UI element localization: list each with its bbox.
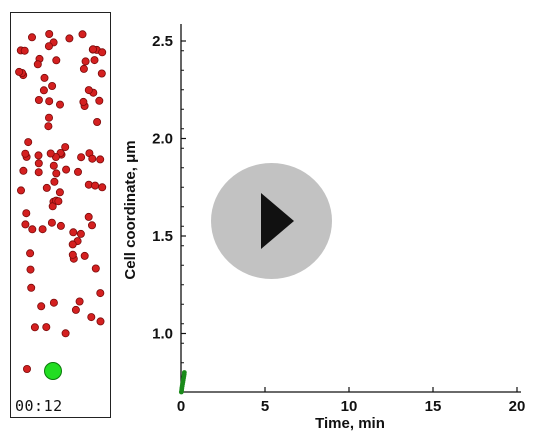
particle xyxy=(68,250,77,259)
particle xyxy=(44,42,53,51)
y-tick-label: 1.5 xyxy=(152,228,173,245)
particle xyxy=(79,64,88,73)
particle xyxy=(95,96,104,105)
x-tick-label: 5 xyxy=(261,398,269,415)
particle xyxy=(96,317,105,326)
particle xyxy=(34,151,43,160)
simulation-panel: 00:12 xyxy=(10,12,111,418)
particle xyxy=(54,197,63,206)
particle xyxy=(33,60,42,69)
particle xyxy=(24,138,33,147)
particle xyxy=(69,228,78,237)
particle xyxy=(40,73,49,82)
particle xyxy=(34,96,43,105)
particle xyxy=(93,118,102,127)
particle xyxy=(88,221,97,230)
particle xyxy=(22,209,31,218)
particle xyxy=(52,56,61,65)
particle xyxy=(89,45,98,54)
particle xyxy=(90,56,99,65)
particle xyxy=(26,249,35,258)
particle xyxy=(22,364,31,373)
x-axis-title: Time, min xyxy=(315,415,385,432)
particle xyxy=(42,323,51,332)
particle xyxy=(45,97,54,106)
particle xyxy=(88,154,97,163)
particle xyxy=(55,188,64,197)
particle xyxy=(15,67,24,76)
particle xyxy=(50,177,59,186)
x-tick-label: 15 xyxy=(425,398,442,415)
particle xyxy=(47,218,56,227)
cell xyxy=(44,362,62,380)
x-tick-label: 20 xyxy=(509,398,526,415)
particle xyxy=(84,212,93,221)
particle xyxy=(87,313,96,322)
particle xyxy=(84,86,93,95)
y-axis-title: Cell coordinate, μm xyxy=(122,140,139,279)
particle xyxy=(96,155,105,164)
play-icon xyxy=(261,193,294,249)
particle xyxy=(52,169,61,178)
particle xyxy=(20,46,29,55)
x-tick-label: 10 xyxy=(341,398,358,415)
particle xyxy=(30,323,39,332)
particle xyxy=(62,165,71,174)
particle xyxy=(98,48,107,57)
particle xyxy=(34,168,43,177)
particle xyxy=(37,302,46,311)
particle xyxy=(65,34,74,43)
particle xyxy=(56,100,65,109)
y-tick-label: 2.5 xyxy=(152,33,173,50)
particle xyxy=(91,264,100,273)
particle xyxy=(34,159,43,168)
particle xyxy=(38,225,47,234)
particle xyxy=(46,149,55,158)
particle xyxy=(45,113,54,122)
particle xyxy=(19,166,28,175)
particle xyxy=(81,57,90,66)
y-tick-label: 2.0 xyxy=(152,131,173,148)
particle xyxy=(61,143,70,152)
particle xyxy=(56,221,65,230)
particle xyxy=(44,122,53,131)
data-point xyxy=(181,370,187,375)
particle xyxy=(97,69,106,78)
particle xyxy=(61,329,70,338)
particle xyxy=(21,149,30,158)
particle xyxy=(27,33,36,42)
video-timestamp: 00:12 xyxy=(15,397,63,415)
particle xyxy=(71,305,80,314)
particle xyxy=(91,181,100,190)
particle xyxy=(79,97,88,106)
cell-coordinate-chart: 0 5 10 15 20 1.0 1.5 2.0 2.5 Time, min Cell coordi… xyxy=(122,24,526,432)
simulation-canvas xyxy=(15,29,107,380)
particle xyxy=(48,82,57,91)
particle xyxy=(74,167,83,176)
y-tick-label: 1.0 xyxy=(152,326,173,343)
particle xyxy=(78,30,87,39)
particle xyxy=(45,29,54,38)
play-button[interactable] xyxy=(211,163,332,279)
particle xyxy=(75,297,84,306)
particle xyxy=(49,298,58,307)
particle xyxy=(42,183,51,192)
particle xyxy=(39,86,48,95)
particle xyxy=(27,283,36,292)
particle xyxy=(17,186,25,195)
particle xyxy=(77,153,86,162)
x-tick-label: 0 xyxy=(177,398,185,415)
particle xyxy=(49,161,58,170)
particle xyxy=(21,220,30,229)
particle xyxy=(76,229,85,238)
particle xyxy=(28,225,37,234)
particle xyxy=(68,240,77,249)
particle xyxy=(80,251,89,260)
particle xyxy=(98,183,107,192)
particle xyxy=(96,289,105,298)
particle xyxy=(26,265,35,274)
